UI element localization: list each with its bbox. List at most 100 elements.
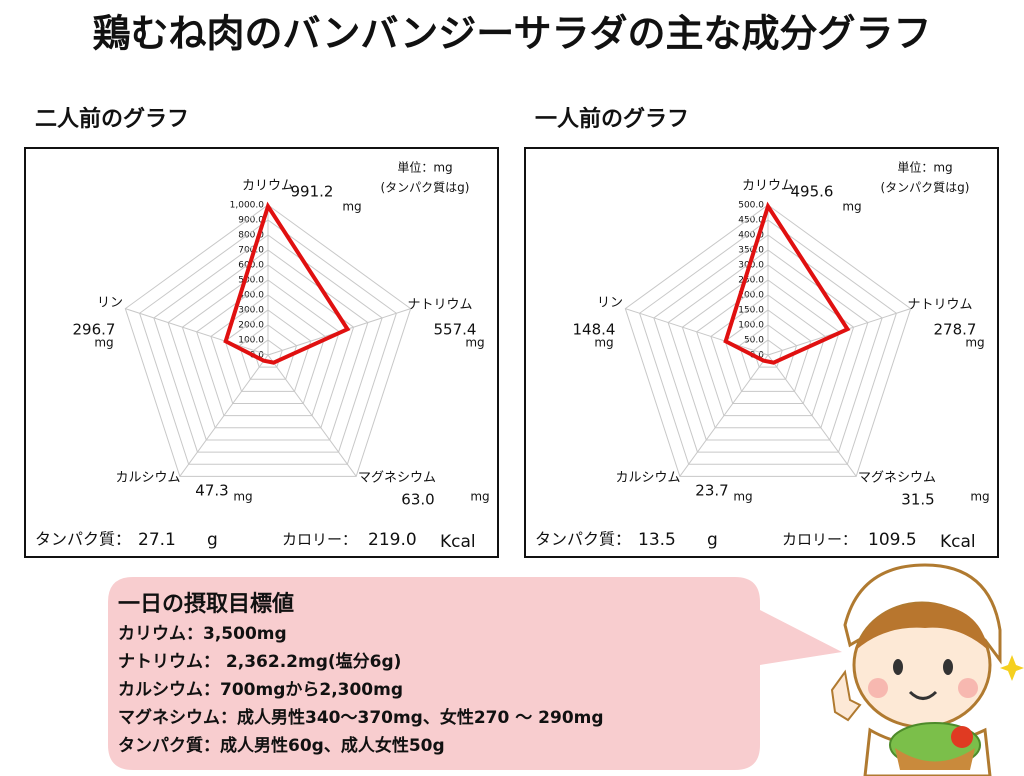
grid-ring	[753, 339, 783, 368]
value-label: 557.4	[434, 321, 477, 339]
calorie-value: 219.0	[368, 530, 417, 550]
spoke	[679, 354, 769, 477]
radar-line	[223, 201, 351, 365]
tick-label: 100.0	[238, 336, 264, 346]
unit-label: mg	[970, 490, 989, 504]
unit-label: mg	[470, 490, 489, 504]
tick-label: 250.0	[738, 276, 764, 286]
chart-title: 一人前のグラフ	[535, 106, 689, 132]
unit-label: mg	[842, 200, 861, 214]
tick-label: 800.0	[238, 231, 264, 241]
character-illustration	[830, 563, 1024, 776]
value-label: 63.0	[401, 491, 434, 509]
radar-chart: 一人前のグラフ単位：mg(タンパク質はg)0.050.0100.0150.020…	[524, 106, 999, 558]
grid-ring	[724, 309, 812, 392]
info-lines: カリウム：3,500mg ナトリウム： 2,362.2mg(塩分6g) カルシウム：…	[118, 624, 604, 756]
category-label: ナトリウム	[407, 298, 472, 313]
unit-label: mg	[94, 336, 113, 350]
chart-title: 二人前のグラフ	[35, 106, 189, 132]
category-label: カリウム	[242, 179, 294, 194]
info-line: カルシウム：700mgから2,300mg	[118, 680, 403, 700]
grid-ring	[238, 324, 298, 380]
grid-ring	[667, 249, 869, 441]
unit-note: 単位：mg	[397, 160, 452, 175]
grid-ring	[253, 339, 283, 368]
grid-ring	[210, 294, 326, 405]
radar-chart: 二人前のグラフ単位：mg(タンパク質はg)0.0100.0200.0300.04…	[24, 106, 499, 558]
tick-label: 350.0	[738, 246, 764, 256]
grid-ring	[639, 219, 897, 465]
info-line: カリウム：3,500mg	[118, 624, 287, 644]
grid-ring	[153, 234, 383, 453]
category-label: ナトリウム	[907, 298, 972, 313]
grid-ring	[124, 204, 412, 477]
spoke	[625, 308, 769, 356]
tick-label: 500.0	[738, 201, 764, 211]
value-label: 31.5	[901, 491, 934, 509]
unit-note: (タンパク質はg)	[881, 180, 970, 195]
unit-note: 単位：mg	[897, 160, 952, 175]
grid-ring	[653, 234, 883, 453]
info-line: ナトリウム： 2,362.2mg(塩分6g)	[118, 651, 401, 672]
protein-unit: g	[207, 530, 218, 550]
grid-ring	[624, 204, 912, 477]
unit-label: mg	[594, 336, 613, 350]
grid-ring	[196, 279, 340, 417]
page-title: 鶏むね肉のバンバンジーサラダの主な成分グラフ	[92, 12, 931, 56]
calorie-unit: Kcal	[940, 532, 976, 552]
calorie-label: カロリー：	[282, 531, 357, 549]
category-label: マグネシウム	[858, 471, 936, 486]
grid-ring	[139, 219, 397, 465]
calorie-label: カロリー：	[782, 531, 857, 549]
info-line: マグネシウム：成人男性340～370mg、女性270 ～ 290mg	[118, 707, 604, 728]
tick-label: 50.0	[744, 336, 764, 346]
tick-label: 200.0	[738, 291, 764, 301]
protein-value: 27.1	[138, 530, 176, 550]
category-label: カルシウム	[615, 471, 680, 486]
category-label: リン	[597, 296, 623, 311]
tick-label: 500.0	[238, 276, 264, 286]
tick-label: 900.0	[238, 216, 264, 226]
protein-label: タンパク質：	[35, 530, 131, 549]
radar-line	[723, 201, 851, 365]
info-title: 一日の摂取目標値	[118, 591, 294, 617]
value-label: 148.4	[573, 321, 616, 339]
calorie-value: 109.5	[868, 530, 917, 550]
unit-label: mg	[465, 336, 484, 350]
tick-label: 150.0	[738, 306, 764, 316]
tick-label: 200.0	[238, 321, 264, 331]
spoke	[767, 354, 857, 477]
category-label: マグネシウム	[358, 471, 436, 486]
value-label: 991.2	[291, 183, 334, 201]
tick-label: 300.0	[238, 306, 264, 316]
grid-ring	[167, 249, 369, 441]
tick-label: 700.0	[238, 246, 264, 256]
value-label: 47.3	[195, 482, 228, 500]
spoke	[179, 354, 269, 477]
spoke	[267, 354, 357, 477]
tick-label: 400.0	[738, 231, 764, 241]
tick-label: 400.0	[238, 291, 264, 301]
grid-ring	[224, 309, 312, 392]
value-label: 495.6	[791, 183, 834, 201]
tick-label: 100.0	[738, 321, 764, 331]
spoke	[125, 308, 269, 356]
category-label: リン	[97, 296, 123, 311]
protein-label: タンパク質：	[535, 530, 631, 549]
unit-label: mg	[342, 200, 361, 214]
unit-label: mg	[965, 336, 984, 350]
value-label: 278.7	[934, 321, 977, 339]
grid-ring	[696, 279, 840, 417]
unit-label: mg	[233, 490, 252, 504]
protein-unit: g	[707, 530, 718, 550]
grid-ring	[710, 294, 826, 405]
value-label: 23.7	[695, 482, 728, 500]
category-label: カルシウム	[115, 471, 180, 486]
tick-label: 450.0	[738, 216, 764, 226]
calorie-unit: Kcal	[440, 532, 476, 552]
grid-ring	[738, 324, 798, 380]
info-line: タンパク質：成人男性60g、成人女性50g	[118, 735, 445, 756]
unit-note: (タンパク質はg)	[381, 180, 470, 195]
tick-label: 1,000.0	[230, 201, 265, 211]
